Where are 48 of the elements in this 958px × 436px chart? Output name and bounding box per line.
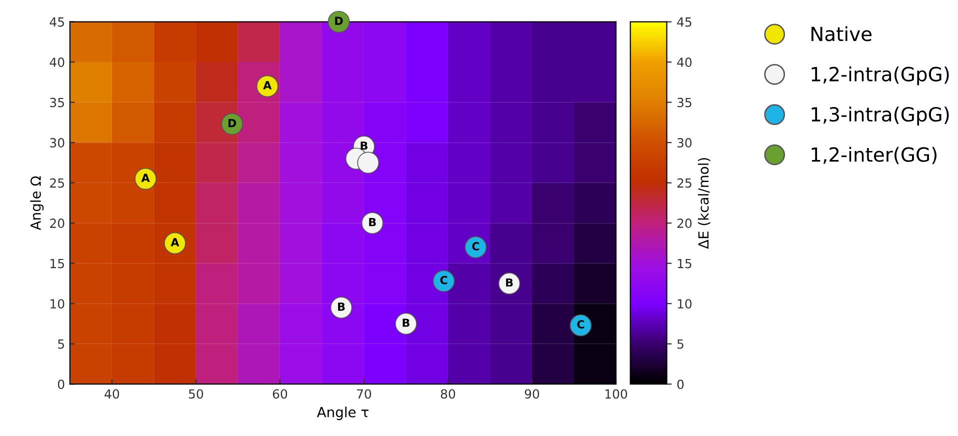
annotation: B [402,318,410,327]
color-bar-label: 30 [677,138,692,148]
x-tick-label: 100 [605,389,628,399]
color-bar-label: 40 [677,58,692,67]
y-tick-label: 0 [58,380,64,390]
x-tick-label: 60 [272,389,288,399]
legend-label: Native [812,26,872,42]
y-axis-title: Angle Ω [30,176,44,230]
legend-label: 1,3-intra(GpG) [812,106,949,126]
annotation: B [338,302,345,311]
color-bar-label: 15 [678,258,692,268]
x-axis-title: Angle τ [316,406,368,420]
color-bar-label: 5 [677,339,684,349]
color-bar-label: 20 [677,218,692,228]
color-bar-label: 0 [677,380,684,390]
annotation: A [263,81,272,90]
color-bar-label: 10 [678,299,692,309]
annotation: B [360,142,368,150]
annotation: A [170,238,180,246]
y-tick-label: 20 [50,218,64,228]
x-tick-label: 90 [524,389,540,399]
annotation: B [369,218,376,226]
y-tick-label: 15 [50,258,64,268]
annotation: D [335,16,343,25]
y-tick-label: 25 [50,178,64,188]
annotation: A [141,174,150,182]
x-tick-label: 70 [357,389,372,399]
annotation: D [228,119,236,128]
y-tick-label: 45 [50,17,64,27]
x-tick-label: 50 [188,389,204,399]
color-bar-label: 25 [677,178,692,188]
color-bar-label: 45 [677,17,692,27]
annotation: C [440,276,448,284]
annotation: B [506,278,513,287]
color-bar-label: 35 [677,98,692,108]
legend-label: 1,2-intra(GpG) [812,66,949,86]
annotation: C [472,242,480,250]
x-tick-label: 80 [440,389,456,399]
y-tick-label: 5 [58,339,64,349]
y-tick-label: 30 [50,138,64,148]
y-tick-label: 35 [50,98,64,108]
y-tick-label: 40 [50,58,64,67]
point [357,152,380,174]
annotation: C [577,320,584,329]
y-tick-label: 10 [50,299,64,309]
color-bar-title: ΔE (kcal/mol) [698,158,710,249]
x-tick-label: 40 [104,389,120,399]
legend-label: 1,2-inter(GG) [812,146,936,164]
